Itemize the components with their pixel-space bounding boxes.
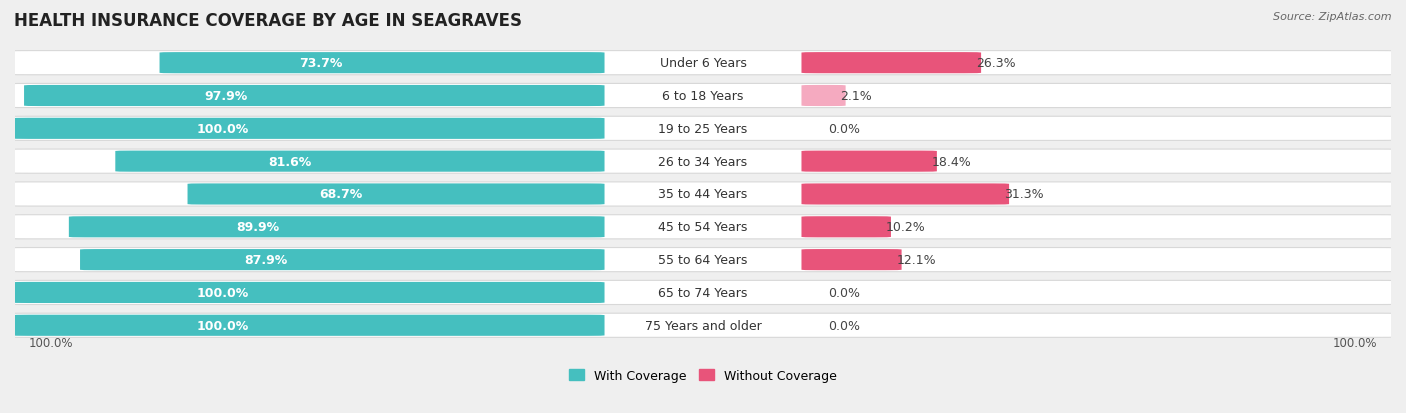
Text: 26.3%: 26.3% [976,57,1015,70]
Text: 10.2%: 10.2% [886,221,925,234]
FancyBboxPatch shape [4,248,1402,272]
Text: HEALTH INSURANCE COVERAGE BY AGE IN SEAGRAVES: HEALTH INSURANCE COVERAGE BY AGE IN SEAG… [14,12,522,30]
Text: 55 to 64 Years: 55 to 64 Years [658,254,748,266]
Text: 68.7%: 68.7% [319,188,363,201]
FancyBboxPatch shape [4,281,1402,305]
Text: 73.7%: 73.7% [299,57,343,70]
FancyBboxPatch shape [801,53,981,74]
Text: Source: ZipAtlas.com: Source: ZipAtlas.com [1274,12,1392,22]
Text: 100.0%: 100.0% [197,319,249,332]
Text: 97.9%: 97.9% [205,90,247,103]
FancyBboxPatch shape [24,86,605,107]
Text: 2.1%: 2.1% [841,90,872,103]
Text: 26 to 34 Years: 26 to 34 Years [658,155,748,168]
FancyBboxPatch shape [4,52,1402,76]
Text: 0.0%: 0.0% [828,319,860,332]
FancyBboxPatch shape [13,119,605,140]
Text: 45 to 54 Years: 45 to 54 Years [658,221,748,234]
Legend: With Coverage, Without Coverage: With Coverage, Without Coverage [564,364,842,387]
FancyBboxPatch shape [4,150,1402,174]
Text: 100.0%: 100.0% [197,286,249,299]
Text: 65 to 74 Years: 65 to 74 Years [658,286,748,299]
Text: 6 to 18 Years: 6 to 18 Years [662,90,744,103]
Text: 12.1%: 12.1% [896,254,936,266]
Text: 0.0%: 0.0% [828,123,860,135]
FancyBboxPatch shape [69,217,605,238]
Text: 35 to 44 Years: 35 to 44 Years [658,188,748,201]
FancyBboxPatch shape [13,315,605,336]
FancyBboxPatch shape [4,183,1402,206]
Text: 100.0%: 100.0% [197,123,249,135]
FancyBboxPatch shape [4,215,1402,239]
Text: 81.6%: 81.6% [269,155,312,168]
Text: 87.9%: 87.9% [243,254,287,266]
FancyBboxPatch shape [801,217,891,238]
FancyBboxPatch shape [801,249,901,271]
Text: 18.4%: 18.4% [931,155,972,168]
FancyBboxPatch shape [4,117,1402,141]
FancyBboxPatch shape [801,86,845,107]
FancyBboxPatch shape [801,184,1010,205]
FancyBboxPatch shape [13,282,605,303]
FancyBboxPatch shape [4,84,1402,108]
Text: 75 Years and older: 75 Years and older [644,319,762,332]
Text: 100.0%: 100.0% [1333,336,1378,349]
FancyBboxPatch shape [187,184,605,205]
Text: Under 6 Years: Under 6 Years [659,57,747,70]
Text: 100.0%: 100.0% [28,336,73,349]
Text: 0.0%: 0.0% [828,286,860,299]
FancyBboxPatch shape [80,249,605,271]
FancyBboxPatch shape [115,151,605,172]
Text: 89.9%: 89.9% [236,221,280,234]
FancyBboxPatch shape [801,151,936,172]
FancyBboxPatch shape [4,313,1402,337]
Text: 19 to 25 Years: 19 to 25 Years [658,123,748,135]
FancyBboxPatch shape [159,53,605,74]
Text: 31.3%: 31.3% [1004,188,1043,201]
